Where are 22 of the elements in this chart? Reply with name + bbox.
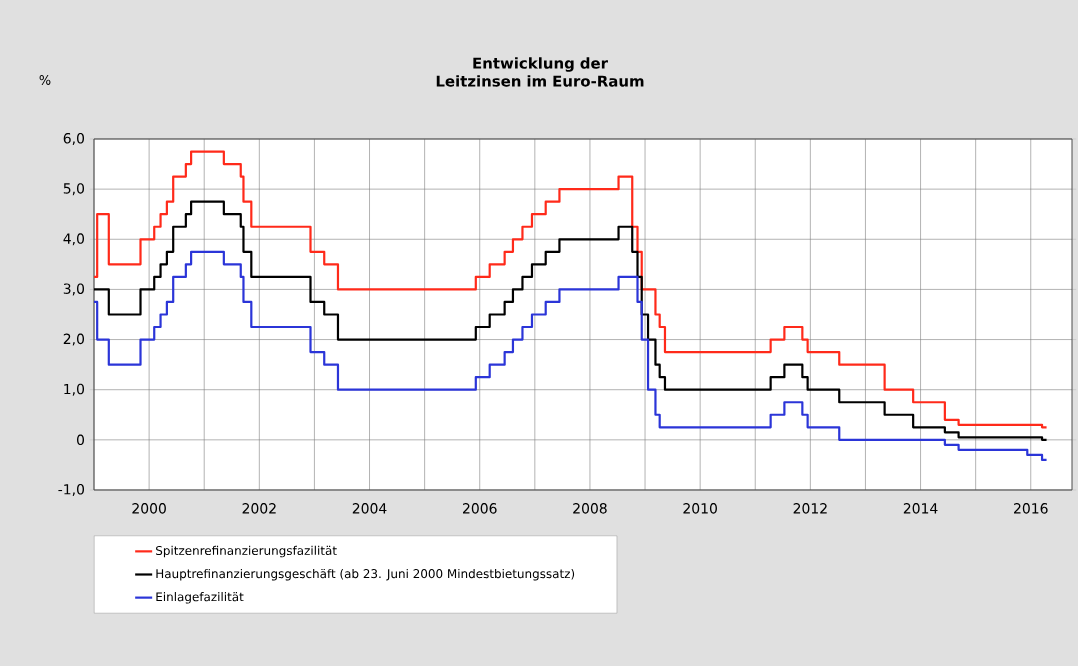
y-tick-label: 3,0	[63, 283, 85, 296]
x-tick-label: 2016	[1014, 503, 1048, 514]
y-tick-label: 0	[76, 434, 85, 446]
y-tick-label: 6,0	[63, 133, 85, 145]
y-tick-label: 5,0	[63, 183, 85, 196]
legend-label: Hauptrefinanzierungsgeschäft (ab 23. Juni 2000 Mindestbietungssatz)	[156, 568, 575, 581]
x-tick-label: 2012	[793, 503, 827, 514]
x-tick-label: 2002	[242, 503, 276, 514]
x-tick-label: 2006	[463, 503, 497, 514]
y-tick-label: 1,0	[64, 383, 85, 396]
y-tick-label: 4,0	[63, 233, 85, 246]
chart-title: Entwicklung der Leitzinsen im Euro-Raum	[436, 57, 644, 87]
y-tick-label: -1,0	[58, 483, 85, 496]
x-tick-label: 2004	[352, 503, 387, 514]
y-axis-title: %	[39, 75, 51, 85]
legend-label: Spitzenrefinanzierungsfazilität	[156, 545, 337, 558]
legend-label: Einlagefazilität	[156, 592, 244, 604]
x-tick-label: 2010	[683, 503, 717, 514]
x-tick-label: 2014	[903, 503, 938, 514]
x-tick-label: 2008	[573, 503, 607, 514]
x-tick-label: 2000	[132, 503, 166, 514]
y-tick-label: 2,0	[63, 333, 85, 346]
